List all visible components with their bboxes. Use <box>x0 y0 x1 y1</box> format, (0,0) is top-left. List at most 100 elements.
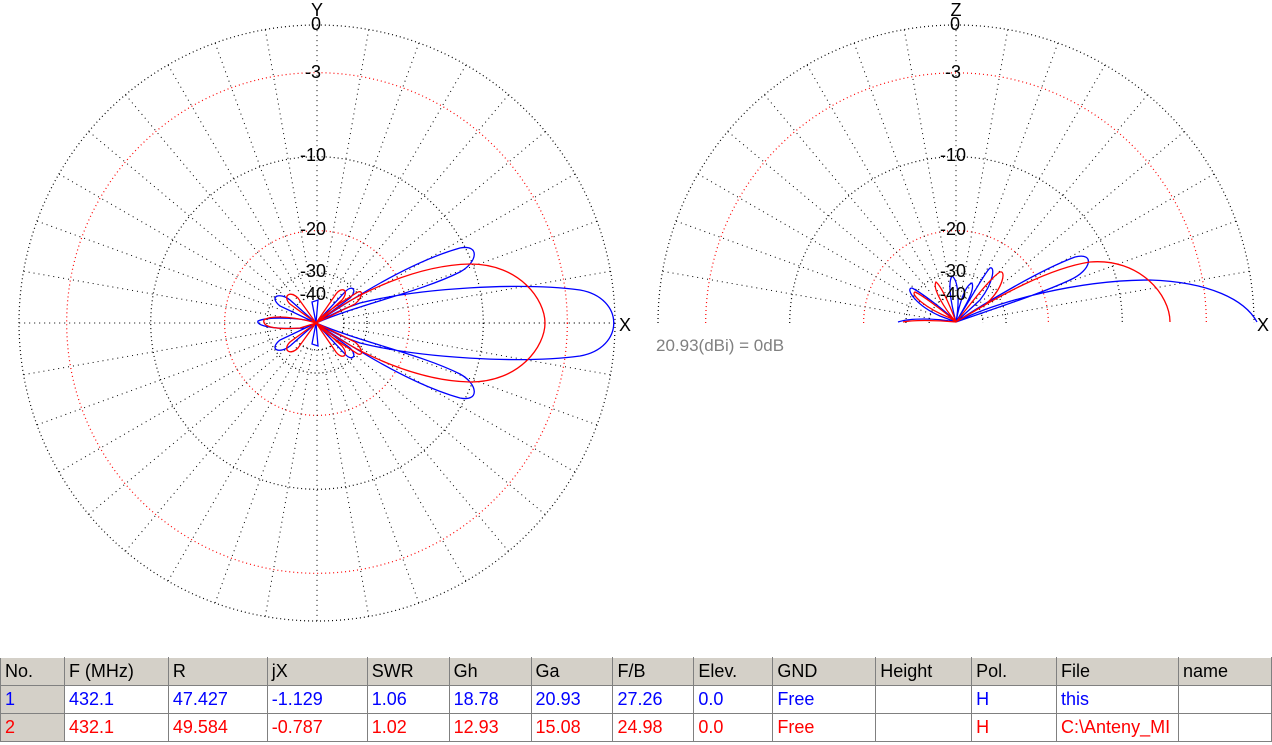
height-cell <box>875 713 973 742</box>
azimuth-grid-spoke <box>337 131 546 307</box>
azimuth-grid-ring <box>66 72 568 574</box>
row-number-cell[interactable]: 2 <box>0 713 65 742</box>
elevation-grid-ring <box>928 295 984 324</box>
azimuth-grid-spoke <box>333 94 509 303</box>
elevation-ring-label-0: 0 <box>950 14 960 34</box>
column-header-ga[interactable]: Ga <box>530 657 614 686</box>
azimuth-grid-spoke <box>343 270 611 319</box>
height-cell <box>875 685 973 714</box>
elevation-grid-spoke <box>964 42 1059 298</box>
azimuth-grid-spoke <box>321 29 370 297</box>
file-cell: this <box>1056 685 1180 714</box>
table-row[interactable]: 1 432.1 47.427 -1.129 1.06 18.78 20.93 2… <box>0 685 1272 714</box>
elevation-pattern-plot: 0 -3 -10 -20 -30 -40 Z X <box>657 0 1269 335</box>
elevation-grid-spoke <box>972 94 1148 303</box>
elev-cell: 0.0 <box>693 685 774 714</box>
azimuth-grid-ring <box>18 24 616 622</box>
elevation-ring-label-minus30: -30 <box>940 261 966 281</box>
azimuth-grid <box>18 24 616 622</box>
elevation-grid-spoke <box>960 29 1009 297</box>
azimuth-ring-label-minus20: -20 <box>300 219 326 239</box>
azimuth-grid-spoke <box>214 348 309 604</box>
azimuth-grid-spoke <box>167 345 305 582</box>
elevation-ring-label-minus3: -3 <box>945 62 961 82</box>
azimuth-grid-ring <box>150 156 484 490</box>
azimuth-grid-spoke <box>339 173 576 311</box>
swr-cell: 1.02 <box>366 713 450 742</box>
elevation-grid-spoke <box>903 29 952 297</box>
ga-cell: 20.93 <box>530 685 614 714</box>
azimuth-y-axis-label: Y <box>311 0 323 20</box>
column-header-name[interactable]: name <box>1178 657 1272 686</box>
jx-cell: -0.787 <box>266 713 368 742</box>
azimuth-grid-spoke <box>337 339 546 515</box>
azimuth-ring-label-minus30: -30 <box>300 261 326 281</box>
elevation-z-axis-label: Z <box>951 0 962 20</box>
azimuth-pattern-series-2 <box>263 263 546 383</box>
gh-cell: 18.78 <box>448 685 532 714</box>
gnd-cell: Free <box>772 713 877 742</box>
elevation-grid <box>657 24 1255 324</box>
column-header-pol[interactable]: Pol. <box>971 657 1058 686</box>
gnd-cell: Free <box>772 685 877 714</box>
column-header-fb[interactable]: F/B <box>612 657 695 686</box>
azimuth-grid-spoke <box>342 331 598 426</box>
azimuth-grid-spoke <box>321 349 370 617</box>
azimuth-grid-spoke <box>343 327 611 376</box>
table-row[interactable]: 2 432.1 49.584 -0.787 1.02 12.93 15.08 2… <box>0 713 1272 742</box>
elevation-grid-ring <box>705 72 1207 324</box>
elevation-grid-spoke <box>675 220 931 315</box>
fb-cell: 24.98 <box>612 713 695 742</box>
azimuth-grid-spoke <box>329 345 467 582</box>
name-cell <box>1178 713 1272 742</box>
azimuth-grid-spoke <box>36 331 292 426</box>
column-header-gh[interactable]: Gh <box>448 657 532 686</box>
azimuth-grid-spoke <box>325 42 420 298</box>
azimuth-grid-spoke <box>342 220 598 315</box>
elev-cell: 0.0 <box>693 713 774 742</box>
azimuth-grid-spoke <box>167 64 305 301</box>
r-cell: 47.427 <box>167 685 268 714</box>
column-header-gnd[interactable]: GND <box>772 657 877 686</box>
frequency-cell: 432.1 <box>63 685 169 714</box>
azimuth-ring-label-minus10: -10 <box>300 145 326 165</box>
column-header-frequency[interactable]: F (MHz) <box>63 657 169 686</box>
column-header-no[interactable]: No. <box>0 657 65 686</box>
pol-cell: H <box>971 685 1058 714</box>
azimuth-grid-spoke <box>58 335 295 473</box>
radiation-pattern-plots: 0 -3 -10 -20 -30 -40 Y X 0 -3 -10 -20 -3… <box>18 0 1269 622</box>
results-table: No. F (MHz) R jX SWR Gh Ga F/B Elev. GND… <box>0 657 1272 742</box>
gain-reference-note: 20.93(dBi) = 0dB <box>656 336 784 355</box>
elevation-grid-spoke <box>662 270 930 319</box>
azimuth-grid-spoke <box>88 131 297 307</box>
azimuth-grid-spoke <box>264 29 313 297</box>
pol-cell: H <box>971 713 1058 742</box>
azimuth-grid-ring <box>266 272 368 374</box>
azimuth-grid-spoke <box>88 339 297 515</box>
column-header-jx[interactable]: jX <box>266 657 368 686</box>
elevation-x-axis-label: X <box>1257 315 1269 335</box>
column-header-r[interactable]: R <box>167 657 268 686</box>
elevation-ring-label-minus10: -10 <box>940 145 966 165</box>
row-number-cell[interactable]: 1 <box>0 685 65 714</box>
azimuth-grid-spoke <box>23 327 291 376</box>
file-cell: C:\Anteny_MI <box>1056 713 1180 742</box>
azimuth-grid-spoke <box>333 343 509 552</box>
elevation-grid-spoke <box>982 270 1250 319</box>
azimuth-pattern-plot: 0 -3 -10 -20 -30 -40 Y X <box>18 0 631 622</box>
frequency-cell: 432.1 <box>63 713 169 742</box>
column-header-swr[interactable]: SWR <box>366 657 450 686</box>
column-header-file[interactable]: File <box>1056 657 1180 686</box>
azimuth-ring-label-0: 0 <box>311 14 321 34</box>
azimuth-grid-spoke <box>36 220 292 315</box>
column-header-height[interactable]: Height <box>875 657 973 686</box>
elevation-grid-spoke <box>697 173 934 311</box>
elevation-ring-label-minus40: -40 <box>940 284 966 304</box>
azimuth-grid-spoke <box>264 349 313 617</box>
azimuth-grid-spoke <box>214 42 309 298</box>
column-header-elev[interactable]: Elev. <box>693 657 774 686</box>
azimuth-grid-spoke <box>125 94 301 303</box>
elevation-grid-spoke <box>764 94 940 303</box>
azimuth-x-axis-label: X <box>619 315 631 335</box>
azimuth-grid-spoke <box>58 173 295 311</box>
